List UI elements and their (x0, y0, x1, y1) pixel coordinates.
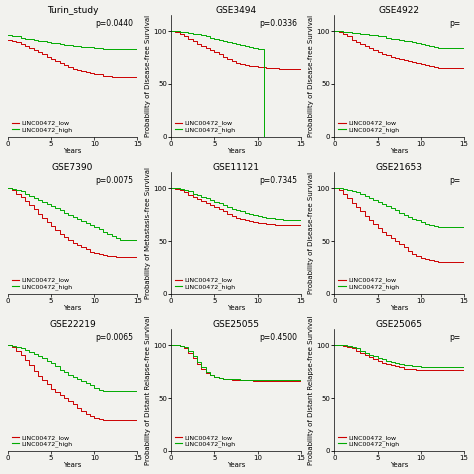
Legend: LINC00472_low, LINC00472_high: LINC00472_low, LINC00472_high (174, 434, 237, 448)
Text: p=0.0075: p=0.0075 (96, 176, 134, 185)
Y-axis label: Probability of Disease-free Survival: Probability of Disease-free Survival (308, 15, 314, 137)
Title: GSE25065: GSE25065 (376, 319, 423, 328)
X-axis label: Years: Years (64, 148, 82, 155)
Text: p=0.7345: p=0.7345 (259, 176, 297, 185)
Legend: LINC00472_low, LINC00472_high: LINC00472_low, LINC00472_high (337, 277, 400, 291)
Title: Turin_study: Turin_study (47, 6, 99, 15)
Text: p=0.0336: p=0.0336 (259, 19, 297, 28)
Legend: LINC00472_low, LINC00472_high: LINC00472_low, LINC00472_high (11, 277, 73, 291)
Title: GSE21653: GSE21653 (376, 163, 423, 172)
X-axis label: Years: Years (390, 463, 409, 468)
Legend: LINC00472_low, LINC00472_high: LINC00472_low, LINC00472_high (11, 120, 73, 134)
Text: p=0.0065: p=0.0065 (96, 333, 134, 342)
X-axis label: Years: Years (227, 148, 245, 155)
Text: p=0.0440: p=0.0440 (96, 19, 134, 28)
Title: GSE4922: GSE4922 (379, 6, 419, 15)
Legend: LINC00472_low, LINC00472_high: LINC00472_low, LINC00472_high (11, 434, 73, 448)
Title: GSE11121: GSE11121 (212, 163, 259, 172)
X-axis label: Years: Years (390, 305, 409, 311)
Title: GSE7390: GSE7390 (52, 163, 93, 172)
Title: GSE3494: GSE3494 (215, 6, 256, 15)
Legend: LINC00472_low, LINC00472_high: LINC00472_low, LINC00472_high (337, 120, 400, 134)
Text: p=: p= (449, 176, 460, 185)
Y-axis label: Probability of Distant Relapse-free Survival: Probability of Distant Relapse-free Surv… (145, 316, 151, 465)
Y-axis label: Probability of Metastasis-free Survival: Probability of Metastasis-free Survival (145, 167, 151, 299)
X-axis label: Years: Years (64, 305, 82, 311)
Text: p=: p= (449, 19, 460, 28)
X-axis label: Years: Years (227, 463, 245, 468)
Y-axis label: Probability of Distant Relapse-free Survival: Probability of Distant Relapse-free Surv… (308, 316, 314, 465)
Title: GSE25055: GSE25055 (212, 319, 259, 328)
Title: GSE22219: GSE22219 (49, 319, 96, 328)
Legend: LINC00472_low, LINC00472_high: LINC00472_low, LINC00472_high (337, 434, 400, 448)
X-axis label: Years: Years (227, 305, 245, 311)
Legend: LINC00472_low, LINC00472_high: LINC00472_low, LINC00472_high (174, 120, 237, 134)
Text: p=: p= (449, 333, 460, 342)
X-axis label: Years: Years (390, 148, 409, 155)
Legend: LINC00472_low, LINC00472_high: LINC00472_low, LINC00472_high (174, 277, 237, 291)
Y-axis label: Probability of Disease-free Survival: Probability of Disease-free Survival (308, 172, 314, 294)
X-axis label: Years: Years (64, 463, 82, 468)
Y-axis label: Probability of Disease-free Survival: Probability of Disease-free Survival (145, 15, 151, 137)
Text: p=0.4500: p=0.4500 (259, 333, 297, 342)
